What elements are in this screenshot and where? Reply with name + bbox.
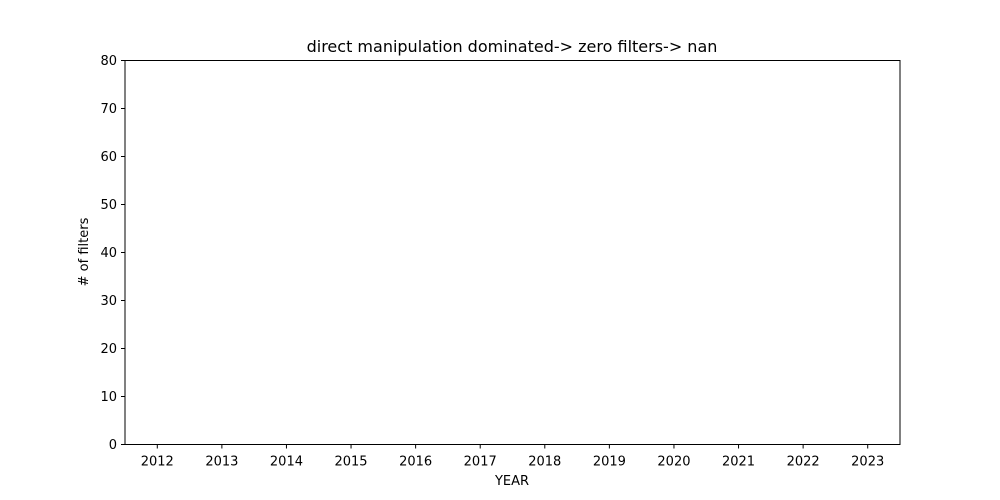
- x-tick-label: 2023: [851, 455, 884, 470]
- y-axis-label: # of filters: [77, 217, 92, 286]
- x-tick-label: 2018: [528, 455, 561, 470]
- y-tick-label: 20: [100, 342, 117, 357]
- y-tick-label: 40: [100, 246, 117, 261]
- y-tick-label: 10: [100, 390, 117, 405]
- y-tick-label: 0: [109, 438, 117, 453]
- y-tick-label: 30: [100, 294, 117, 309]
- x-axis-label: YEAR: [494, 474, 529, 489]
- plot-area-frame: [124, 60, 901, 445]
- x-tick-label: 2017: [464, 455, 497, 470]
- chart-title: direct manipulation dominated-> zero fil…: [307, 37, 718, 56]
- y-axis-ticks: 0 10 20 30 40 50 60 70 80: [100, 54, 125, 453]
- x-tick-label: 2022: [787, 455, 820, 470]
- x-tick-label: 2020: [657, 455, 690, 470]
- y-tick-label: 50: [100, 198, 117, 213]
- x-tick-label: 2014: [270, 455, 303, 470]
- x-tick-label: 2015: [334, 455, 367, 470]
- y-tick-label: 80: [100, 54, 117, 69]
- x-tick-label: 2012: [141, 455, 174, 470]
- x-tick-label: 2021: [722, 455, 755, 470]
- y-tick-label: 70: [100, 102, 117, 117]
- x-axis-ticks: 2012 2013 2014 2015 2016 2017 2018 2019 2020 2021…: [141, 444, 884, 470]
- x-tick-label: 2016: [399, 455, 432, 470]
- y-tick-label: 60: [100, 150, 117, 165]
- x-tick-label: 2013: [205, 455, 238, 470]
- x-tick-label: 2019: [593, 455, 626, 470]
